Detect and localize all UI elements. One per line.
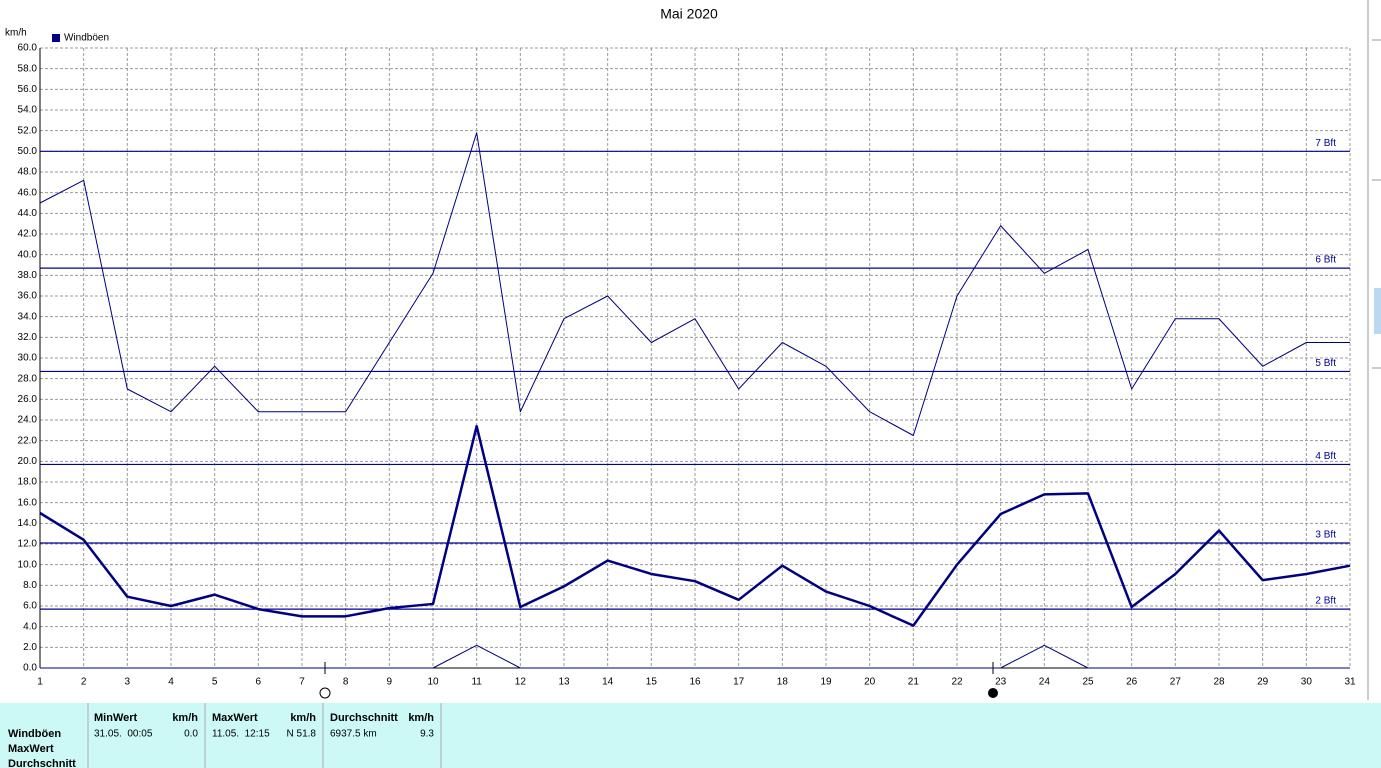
reference-label: 3 Bft <box>1315 530 1336 541</box>
y-tick-label: 60.0 <box>18 43 38 54</box>
row-label: Windböen <box>8 728 61 740</box>
y-tick-label: 28.0 <box>18 373 38 384</box>
cell: 9.3 <box>420 729 434 740</box>
y-tick-label: 18.0 <box>18 477 38 488</box>
column-header: Durchschnitt <box>330 712 398 724</box>
y-tick-label: 16.0 <box>18 497 38 508</box>
x-tick-label: 6 <box>256 677 262 688</box>
y-tick-label: 46.0 <box>18 187 38 198</box>
y-tick-label: 56.0 <box>18 84 38 95</box>
column-unit: km/h <box>408 712 434 724</box>
reference-label: 6 Bft <box>1315 255 1336 266</box>
y-tick-label: 26.0 <box>18 394 38 405</box>
x-tick-label: 22 <box>951 677 963 688</box>
series-line <box>40 644 1350 669</box>
reference-label: 2 Bft <box>1315 596 1336 607</box>
column-header: MinWert <box>94 712 138 724</box>
cell: 6937.5 km <box>330 729 377 740</box>
y-tick-label: 36.0 <box>18 291 38 302</box>
x-tick-label: 25 <box>1082 677 1094 688</box>
y-tick-label: 22.0 <box>18 435 38 446</box>
y-tick-label: 20.0 <box>18 456 38 467</box>
x-tick-label: 31 <box>1344 677 1356 688</box>
x-tick-label: 29 <box>1257 677 1269 688</box>
y-tick-label: 12.0 <box>18 539 38 550</box>
y-tick-label: 58.0 <box>18 63 38 74</box>
y-tick-label: 30.0 <box>18 353 38 364</box>
y-tick-label: 4.0 <box>23 621 37 632</box>
y-tick-label: 6.0 <box>23 601 37 612</box>
x-tick-label: 10 <box>427 677 439 688</box>
x-tick-label: 14 <box>602 677 614 688</box>
x-tick-label: 7 <box>299 677 305 688</box>
new-moon-icon <box>988 688 998 698</box>
x-tick-label: 8 <box>343 677 349 688</box>
y-tick-label: 34.0 <box>18 311 38 322</box>
series-line <box>39 424 1351 627</box>
x-tick-label: 5 <box>212 677 218 688</box>
x-tick-label: 18 <box>777 677 789 688</box>
x-tick-label: 21 <box>908 677 920 688</box>
x-tick-label: 23 <box>995 677 1007 688</box>
row-label: Durchschnitt <box>8 758 76 768</box>
x-tick-label: 15 <box>646 677 658 688</box>
reference-label: 5 Bft <box>1315 358 1336 369</box>
x-tick-label: 3 <box>125 677 131 688</box>
cell: 31.05. 00:05 <box>94 729 153 740</box>
y-tick-label: 0.0 <box>23 663 37 674</box>
row-label: MaxWert <box>8 743 54 755</box>
x-tick-label: 27 <box>1170 677 1182 688</box>
y-tick-label: 48.0 <box>18 167 38 178</box>
stats-background <box>0 703 1381 768</box>
column-header: MaxWert <box>212 712 258 724</box>
x-tick-label: 12 <box>515 677 527 688</box>
legend-swatch <box>52 34 60 42</box>
reference-label: 4 Bft <box>1315 451 1336 462</box>
y-tick-label: 10.0 <box>18 559 38 570</box>
x-tick-label: 2 <box>81 677 87 688</box>
y-tick-label: 52.0 <box>18 125 38 136</box>
x-tick-label: 19 <box>820 677 832 688</box>
full-moon-icon <box>319 687 331 699</box>
cell: 0.0 <box>184 729 198 740</box>
cell: 11.05. 12:15 <box>212 729 270 740</box>
x-tick-label: 20 <box>864 677 876 688</box>
y-tick-label: 54.0 <box>18 105 38 116</box>
column-unit: km/h <box>290 712 316 724</box>
x-tick-label: 26 <box>1126 677 1138 688</box>
x-tick-label: 28 <box>1213 677 1225 688</box>
cell: N 51.8 <box>287 729 317 740</box>
legend-label: Windböen <box>64 33 109 44</box>
y-axis-label: km/h <box>5 28 27 39</box>
y-tick-label: 50.0 <box>18 146 38 157</box>
y-tick-label: 2.0 <box>23 642 37 653</box>
scroll-thumb <box>1374 288 1381 334</box>
y-tick-label: 8.0 <box>23 580 37 591</box>
y-tick-label: 24.0 <box>18 415 38 426</box>
y-tick-label: 42.0 <box>18 229 38 240</box>
y-tick-label: 44.0 <box>18 208 38 219</box>
y-tick-label: 14.0 <box>18 518 38 529</box>
x-tick-label: 13 <box>558 677 570 688</box>
y-tick-label: 38.0 <box>18 270 38 281</box>
x-tick-label: 17 <box>733 677 745 688</box>
x-tick-label: 16 <box>689 677 701 688</box>
chart-title: Mai 2020 <box>660 6 718 22</box>
x-tick-label: 11 <box>471 677 482 688</box>
x-tick-label: 24 <box>1039 677 1051 688</box>
x-tick-label: 4 <box>168 677 174 688</box>
y-tick-label: 40.0 <box>18 249 38 260</box>
x-tick-label: 9 <box>387 677 393 688</box>
y-tick-label: 32.0 <box>18 332 38 343</box>
stats-table: Windböen MaxWert Durchschnitt MinWert km/h 31… <box>0 703 1381 768</box>
reference-label: 7 Bft <box>1315 138 1336 149</box>
x-tick-label: 30 <box>1301 677 1313 688</box>
column-unit: km/h <box>172 712 198 724</box>
series-line <box>39 132 1350 436</box>
x-tick-label: 1 <box>37 677 43 688</box>
